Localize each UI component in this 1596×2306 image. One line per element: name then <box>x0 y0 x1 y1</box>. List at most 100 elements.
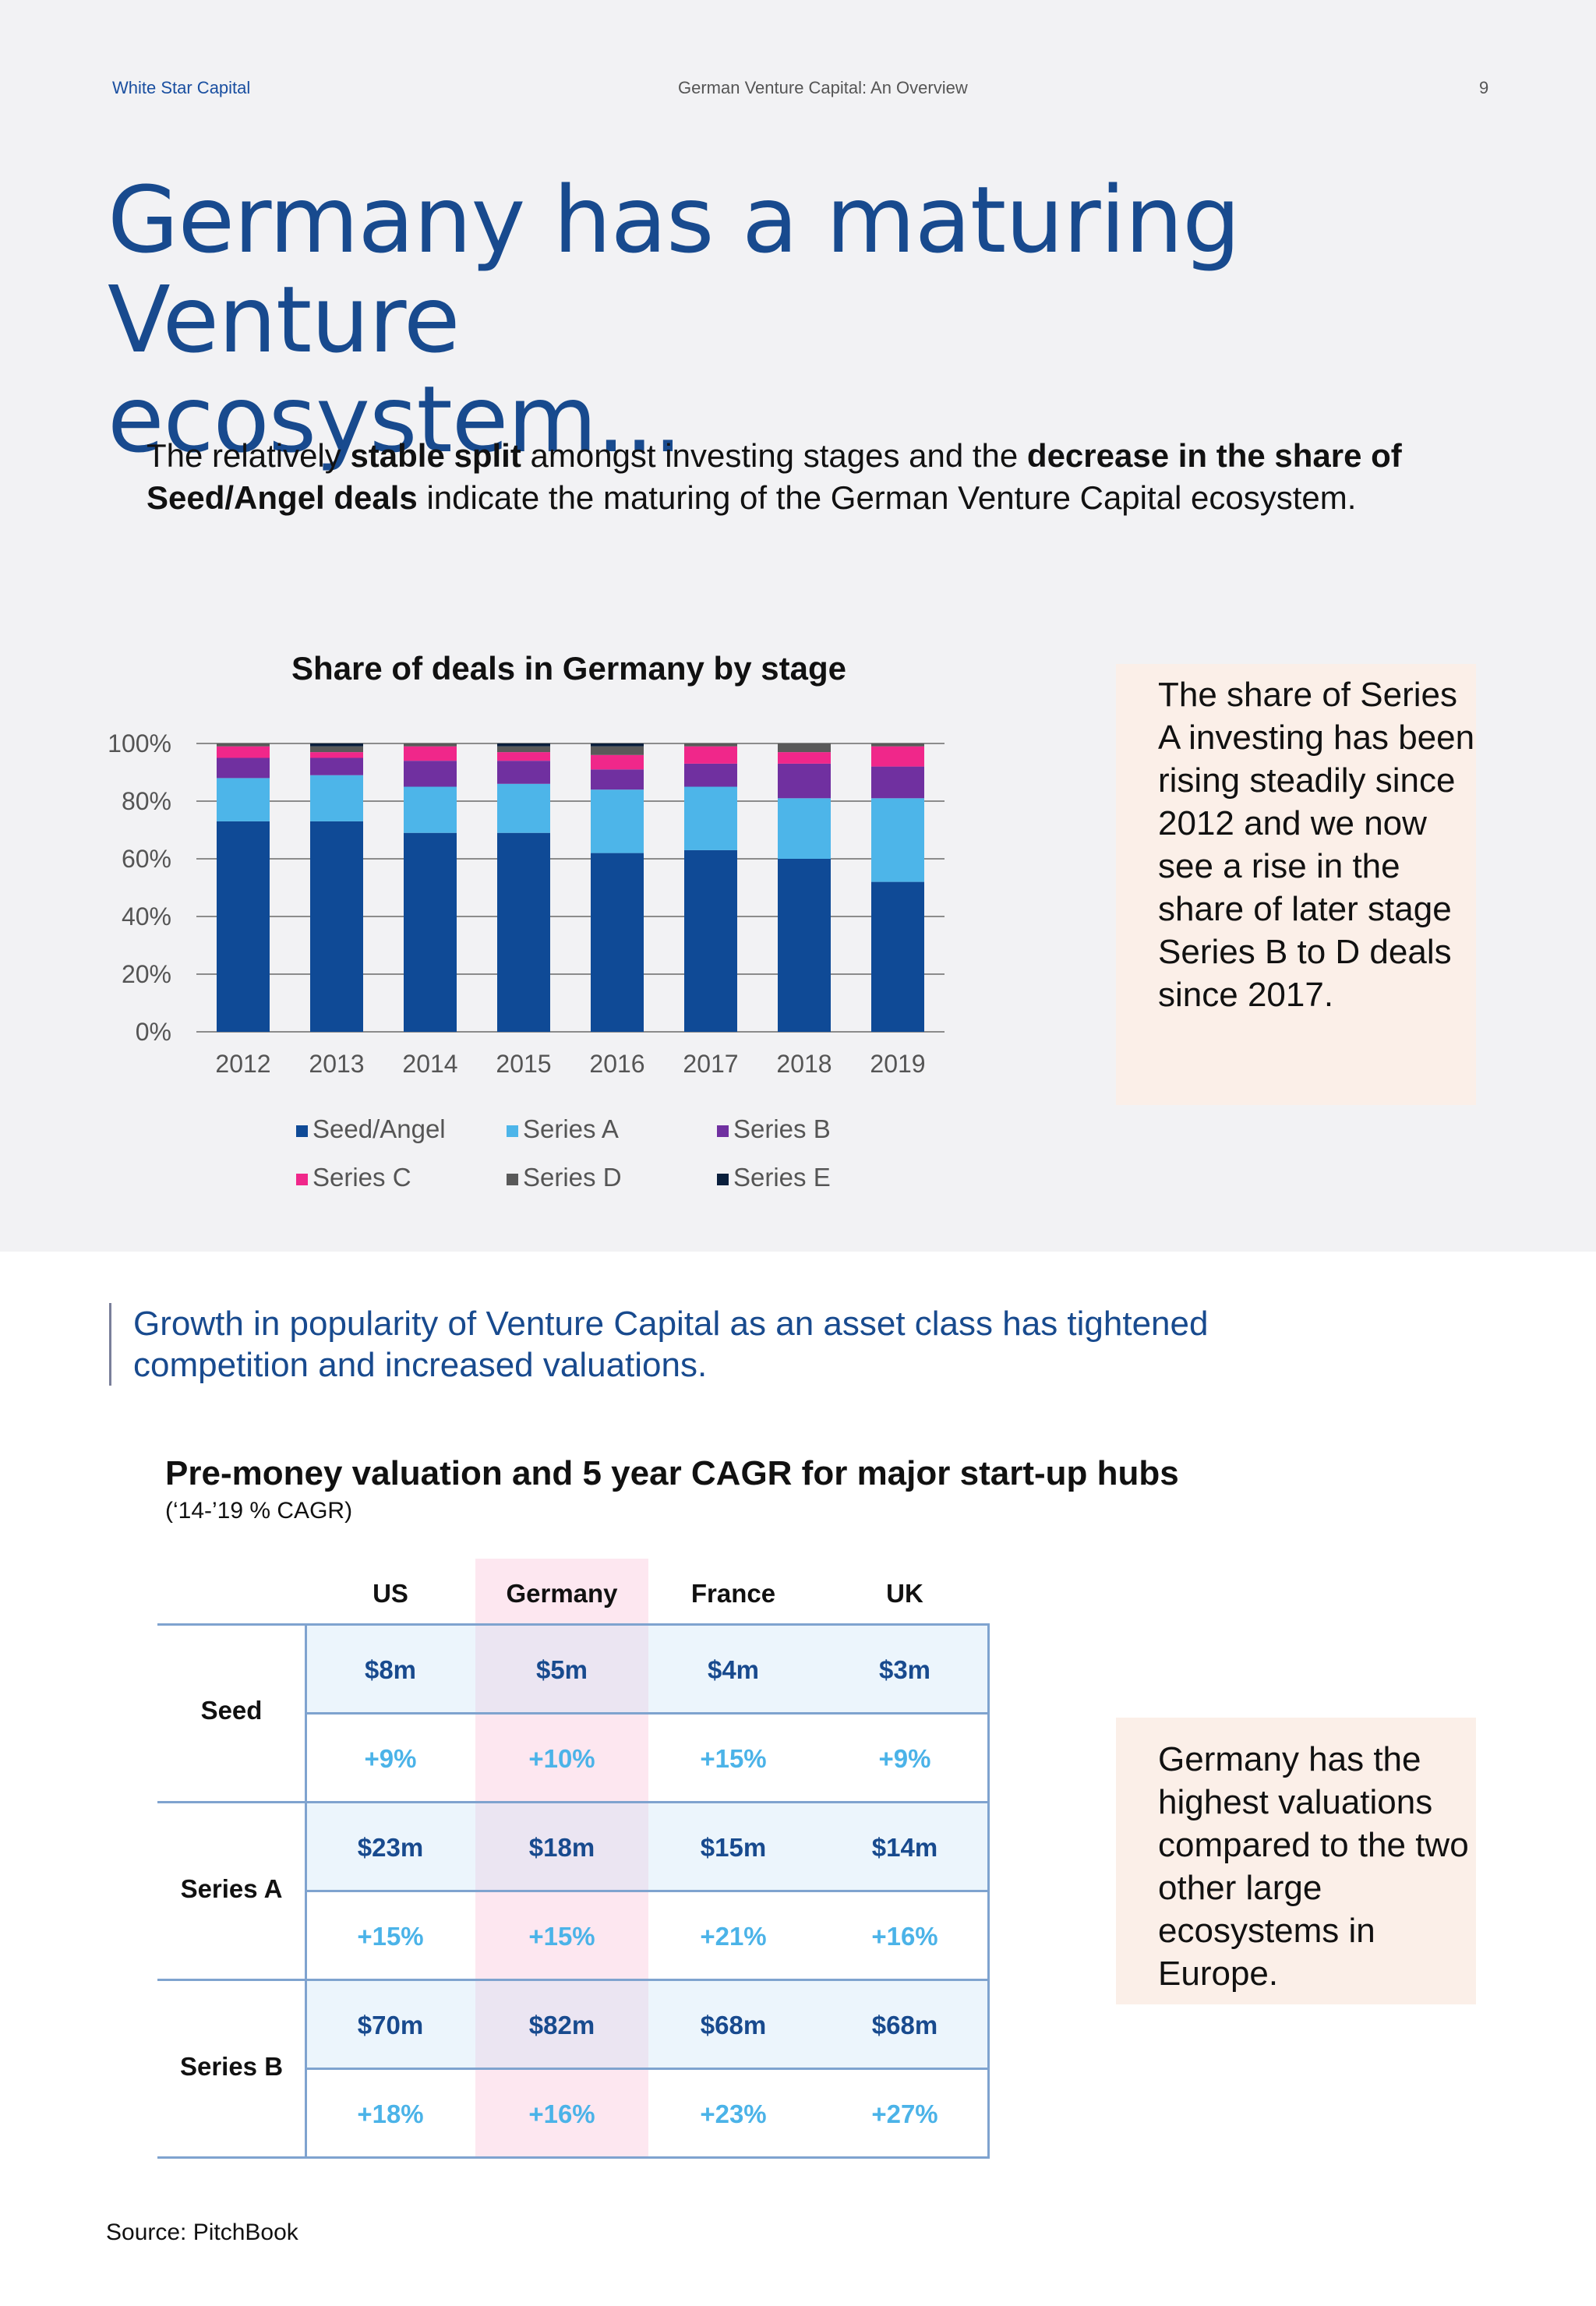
value-row-bg <box>305 1624 990 1712</box>
x-tick-label: 2019 <box>870 1050 925 1078</box>
legend-item: Series C <box>296 1163 411 1192</box>
bar-segment <box>217 821 270 1032</box>
table-cell-value: $5m <box>535 1655 588 1684</box>
legend-item: Series A <box>507 1114 619 1144</box>
bar-segment <box>591 754 644 770</box>
page-title-line2: ecosystem... <box>108 365 683 473</box>
source-note: Source: PitchBook <box>106 2219 298 2245</box>
x-tick-label: 2014 <box>402 1050 457 1078</box>
table-rule <box>987 1623 990 2159</box>
y-tick-label: 100% <box>108 729 171 757</box>
intro-bold-2: decrease in the share of Seed/Angel deal… <box>147 437 1402 516</box>
table-rule <box>305 1623 307 2159</box>
table-cell-cagr: +21% <box>700 1922 767 1951</box>
table-cell-value: $14m <box>871 1833 938 1862</box>
x-tick-label: 2017 <box>683 1050 738 1078</box>
page-title-line1: Germany has a maturing Venture <box>108 166 1241 373</box>
table-rule <box>157 1801 990 1803</box>
bar-segment <box>310 757 363 775</box>
bar-segment <box>684 786 737 850</box>
table-cell-value: $68m <box>700 2011 767 2039</box>
legend-label: Series D <box>523 1163 622 1192</box>
table-cell-value: $70m <box>357 2011 424 2039</box>
bar-segment <box>684 743 737 747</box>
row-header-series-a: Series A <box>180 1874 283 1903</box>
bar-segment <box>591 789 644 853</box>
bar-segment <box>591 743 644 747</box>
x-tick-label: 2018 <box>776 1050 832 1078</box>
bar-segment <box>778 763 831 799</box>
table-cell-cagr: +16% <box>528 2099 595 2128</box>
bar-segment <box>404 786 457 833</box>
bar-segment <box>217 757 270 779</box>
bar-segment <box>778 859 831 1032</box>
legend-item: Series E <box>717 1163 831 1192</box>
bar-segment <box>310 743 363 747</box>
bar-segment <box>310 752 363 758</box>
x-tick-label: 2013 <box>309 1050 364 1078</box>
pull-quote: Growth in popularity of Venture Capital … <box>109 1303 1380 1386</box>
col-header-uk: UK <box>886 1579 923 1608</box>
x-tick-label: 2015 <box>496 1050 551 1078</box>
bar-segment <box>497 832 550 1032</box>
y-tick-label: 40% <box>122 902 171 931</box>
bar-segment <box>404 746 457 761</box>
legend-label: Series C <box>312 1163 411 1192</box>
table-cell-value: $3m <box>878 1655 931 1684</box>
bar-segment <box>404 761 457 787</box>
legend-label: Seed/Angel <box>312 1114 446 1143</box>
col-header-germany: Germany <box>506 1579 618 1608</box>
legend-swatch <box>296 1125 308 1137</box>
table-cell-value: $8m <box>364 1655 417 1684</box>
valuation-table: US Germany France UK Seed Series A Serie… <box>157 1559 990 2159</box>
legend-item: Seed/Angel <box>296 1114 446 1144</box>
legend-swatch <box>717 1125 729 1137</box>
table-cell-cagr: +16% <box>871 1922 938 1951</box>
y-tick-label: 60% <box>122 845 171 873</box>
table-cell-cagr: +15% <box>528 1922 595 1951</box>
value-row-bg <box>305 1980 990 2068</box>
row-header-series-b: Series B <box>179 2052 284 2081</box>
bar-segment <box>217 743 270 747</box>
legend-item: Series D <box>507 1163 622 1192</box>
intro-bold-1: stable split <box>350 437 521 474</box>
table-cell-cagr: +15% <box>700 1744 767 1773</box>
bar-segment <box>684 763 737 787</box>
bar-segment <box>497 752 550 761</box>
x-tick-label: 2012 <box>215 1050 270 1078</box>
table-cell-value: $23m <box>357 1833 424 1862</box>
table-cell-cagr: +10% <box>528 1744 595 1773</box>
table-rule <box>157 1623 990 1626</box>
bar-segment <box>591 853 644 1032</box>
table-cell-cagr: +23% <box>700 2099 767 2128</box>
legend-swatch <box>717 1173 729 1185</box>
table-rule <box>305 1890 990 1892</box>
chart-title: Share of deals in Germany by stage <box>291 650 846 687</box>
intro-text-1: The relatively <box>147 437 351 474</box>
bar-segment <box>591 746 644 755</box>
bar-segment <box>684 849 737 1032</box>
stacked-bar-chart: 0% 20% 40% 60% 80% 100% 2012 2013 2014 2015 2016 20… <box>108 729 945 1078</box>
bar-segment <box>404 832 457 1032</box>
y-tick-label: 0% <box>136 1018 171 1046</box>
table-subtitle: (‘14-’19 % CAGR) <box>165 1498 353 1524</box>
x-tick-label: 2016 <box>589 1050 644 1078</box>
valuation-note: Germany has the highest valuations compa… <box>1116 1718 1476 2004</box>
bar-segment <box>871 766 924 799</box>
bar-segment <box>871 743 924 747</box>
page-title: Germany has a maturing Venture ecosystem… <box>108 170 1510 469</box>
bar-segment <box>591 769 644 790</box>
intro-text-3: indicate the maturing of the German Vent… <box>417 479 1357 516</box>
document-title: German Venture Capital: An Overview <box>678 78 968 97</box>
bar-segment <box>310 821 363 1032</box>
page-number: 9 <box>1479 78 1489 97</box>
bar-segment <box>497 746 550 753</box>
bar-segment <box>310 746 363 753</box>
y-tick-label: 20% <box>122 960 171 988</box>
bar-segment <box>497 783 550 833</box>
table-cell-cagr: +9% <box>364 1744 417 1773</box>
bar-segment <box>217 778 270 821</box>
row-header-seed: Seed <box>200 1696 263 1725</box>
table-cell-cagr: +9% <box>878 1744 931 1773</box>
table-cell-value: $18m <box>528 1833 595 1862</box>
